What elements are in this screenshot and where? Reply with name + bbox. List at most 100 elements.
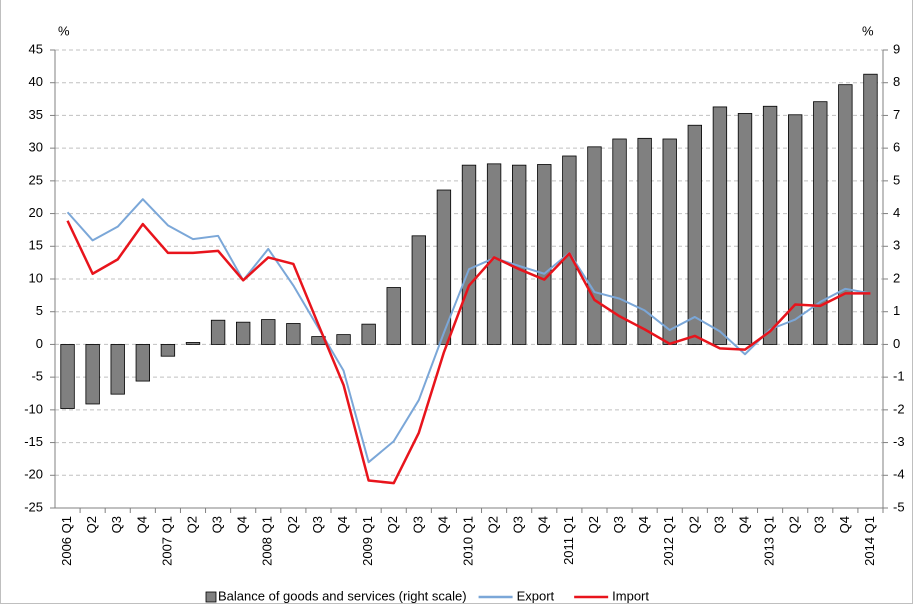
y2-tick-label: 6: [893, 140, 900, 155]
bar: [411, 235, 426, 345]
x-tick-label: Q3: [511, 516, 526, 533]
y2-tick-label: -2: [893, 401, 905, 416]
x-tick-label: 2008 Q1: [260, 516, 275, 566]
bar: [637, 137, 652, 345]
bar: [436, 189, 452, 345]
y-tick-label: 25: [29, 172, 43, 187]
x-tick-label: 2014 Q1: [862, 516, 877, 566]
y-tick-label: 40: [29, 74, 43, 89]
line: [66, 198, 871, 464]
y-tick-label: 0: [36, 336, 43, 351]
bar: [361, 323, 376, 345]
x-tick-label: Q2: [84, 516, 99, 533]
x-tick-label: Q2: [285, 516, 300, 533]
y-tick-label: 30: [29, 140, 43, 155]
bar: [562, 155, 577, 345]
legend-label: Export: [517, 588, 555, 603]
x-tick-label: Q4: [235, 516, 250, 533]
x-tick-label: Q4: [435, 516, 450, 533]
bar: [687, 124, 702, 345]
bar: [286, 323, 301, 345]
legend-swatch: [205, 591, 217, 603]
y2-tick-label: 2: [893, 270, 900, 285]
bar: [612, 138, 627, 345]
x-tick-label: Q3: [210, 516, 225, 533]
x-tick-label: Q4: [134, 516, 149, 533]
x-tick-label: Q2: [686, 516, 701, 533]
y-tick-label: -10: [24, 401, 43, 416]
x-tick-label: Q4: [335, 516, 350, 533]
x-tick-label: Q2: [586, 516, 601, 533]
bar: [160, 344, 176, 357]
x-tick-label: Q2: [486, 516, 501, 533]
x-tick-label: Q3: [711, 516, 726, 533]
y2-tick-label: 5: [893, 172, 900, 187]
bar: [135, 344, 150, 382]
y2-tick-label: 3: [893, 238, 900, 253]
y2-tick-label: -5: [893, 499, 905, 514]
y2-tick-label: -1: [893, 369, 905, 384]
y2-tick-label: -3: [893, 434, 905, 449]
y-tick-label: 20: [29, 205, 43, 220]
bar: [386, 287, 401, 345]
x-tick-label: Q4: [536, 516, 551, 533]
x-tick-label: Q3: [410, 516, 425, 533]
bar: [537, 164, 552, 345]
bar: [587, 146, 602, 345]
bar: [261, 319, 276, 345]
bar: [85, 344, 100, 405]
y-tick-label: -15: [24, 434, 43, 449]
y-tick-label: 45: [29, 41, 43, 56]
bar: [762, 105, 778, 345]
y-tick-label: -25: [24, 499, 43, 514]
y-tick-label: -5: [31, 369, 43, 384]
x-tick-label: 2012 Q1: [661, 516, 676, 566]
y-tick-label: 5: [36, 303, 43, 318]
x-tick-label: Q4: [837, 516, 852, 533]
bar: [210, 319, 226, 345]
bar: [512, 164, 527, 345]
bar: [185, 342, 201, 345]
y2-tick-label: 1: [893, 303, 900, 318]
x-tick-label: Q3: [109, 516, 124, 533]
bar: [336, 334, 351, 345]
x-tick-label: 2009 Q1: [360, 516, 375, 566]
bar: [863, 73, 878, 345]
x-tick-label: 2007 Q1: [159, 516, 174, 566]
bar: [737, 113, 753, 345]
legend-label: Balance of goods and services (right sca…: [218, 588, 467, 603]
y-tick-label: -20: [24, 467, 43, 482]
y2-tick-label: 0: [893, 336, 900, 351]
x-tick-label: 2011 Q1: [561, 516, 576, 565]
y-tick-label: 35: [29, 107, 43, 122]
y-unit-label: %: [58, 23, 70, 38]
y2-tick-label: -4: [893, 467, 905, 482]
bar: [486, 163, 502, 345]
x-tick-label: 2010 Q1: [460, 516, 475, 566]
y2-tick-label: 8: [893, 74, 900, 89]
y2-tick-label: 7: [893, 107, 900, 122]
x-tick-label: Q2: [385, 516, 400, 533]
line: [66, 220, 871, 485]
bar: [838, 84, 853, 345]
bar: [110, 344, 125, 395]
bar: [662, 138, 677, 345]
x-tick-label: Q3: [611, 516, 626, 533]
bar: [60, 344, 75, 409]
y-tick-label: 15: [29, 238, 43, 253]
y2-unit-label: %: [862, 23, 874, 38]
x-tick-label: 2013 Q1: [762, 516, 777, 566]
bar: [236, 321, 251, 345]
bar: [788, 114, 803, 345]
y2-tick-label: 9: [893, 41, 900, 56]
x-tick-label: Q4: [636, 516, 651, 533]
legend-label: Import: [612, 588, 649, 603]
y-tick-label: 10: [29, 270, 43, 285]
x-tick-label: 2006 Q1: [59, 516, 74, 566]
x-tick-label: Q3: [310, 516, 325, 533]
bar: [712, 106, 728, 345]
bar: [813, 101, 828, 345]
x-tick-label: Q4: [736, 516, 751, 533]
